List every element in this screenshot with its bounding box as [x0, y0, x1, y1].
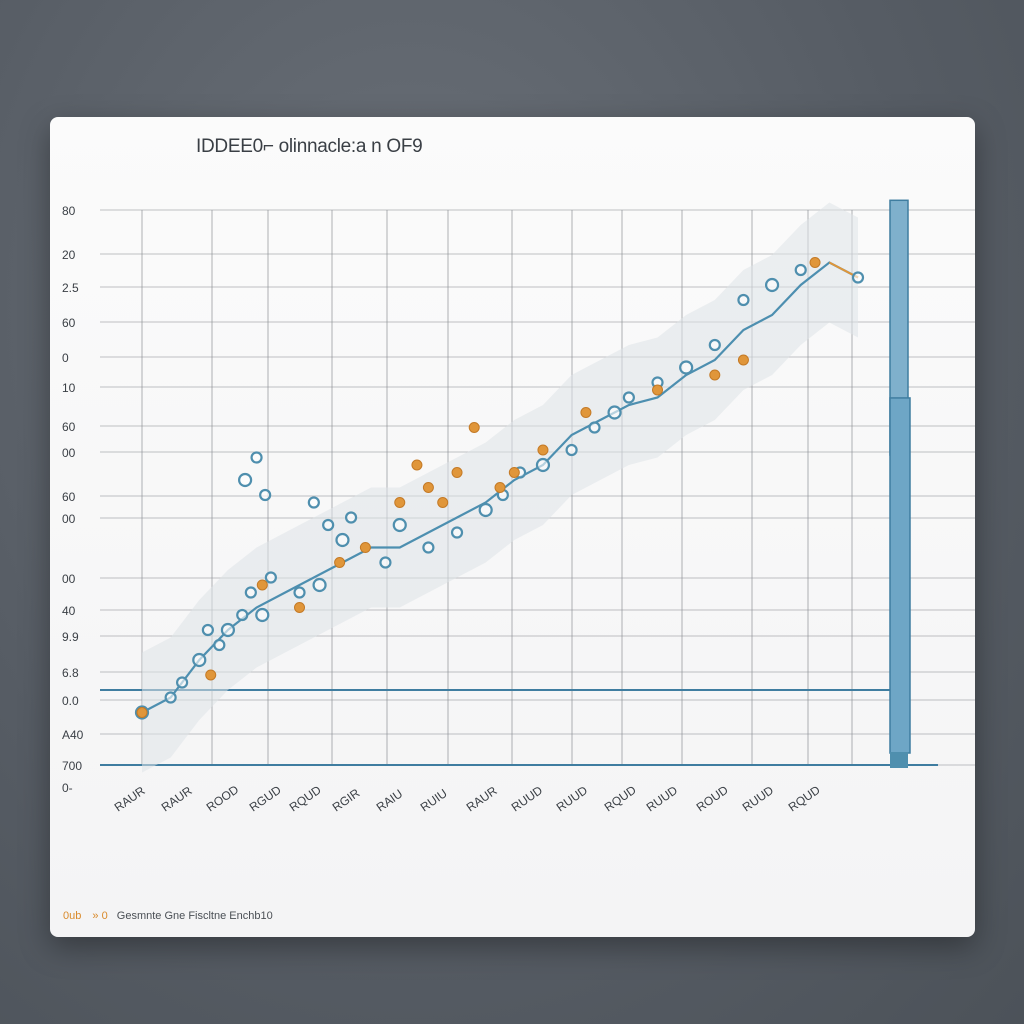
footer-caption: Gesmnte Gne Fiscltne Enchb10 [116, 910, 273, 922]
y-tick-label: 00 [62, 446, 76, 460]
y-tick-label: 0.0 [62, 694, 79, 708]
data-point-blue [238, 472, 253, 488]
x-tick-label: RUUD [644, 783, 681, 815]
x-tick-label: RAIU [374, 787, 406, 815]
data-point-blue [708, 338, 721, 352]
data-point-orange [334, 557, 346, 568]
data-point-orange [451, 467, 463, 478]
data-point-blue [307, 496, 320, 509]
data-point-blue [679, 360, 694, 375]
data-point-orange [494, 482, 506, 493]
data-point-orange [468, 422, 480, 433]
data-point-orange [411, 459, 423, 471]
data-point-blue [379, 556, 392, 569]
y-tick-label: A40 [62, 728, 84, 742]
y-tick-label: 700 [62, 759, 82, 773]
data-point-blue [794, 263, 807, 277]
data-point-blue [450, 526, 464, 539]
data-point-orange [709, 369, 721, 381]
data-point-orange [294, 602, 306, 613]
y-tick-label: 10 [62, 381, 76, 395]
x-tick-label: RUUD [554, 783, 591, 815]
data-point-orange [652, 384, 664, 396]
data-point-orange [205, 669, 217, 681]
x-tick-label: RQUD [602, 783, 639, 815]
chart-footer: 0ub » 0 Gesmnte Gne Fiscltne Enchb10 [63, 910, 273, 922]
y-tick-label: 9.9 [62, 630, 79, 644]
data-point-blue [213, 638, 226, 652]
data-point-orange [394, 497, 406, 508]
x-tick-label: RQUD [786, 783, 823, 815]
data-point-blue [344, 511, 358, 524]
data-point-blue [851, 271, 865, 284]
x-tick-label: RGUD [247, 783, 284, 815]
y-tick-label: 40 [62, 604, 76, 618]
data-point-orange [422, 482, 434, 493]
bar-lower-base [890, 752, 908, 768]
data-point-blue [607, 405, 622, 420]
data-point-orange [359, 542, 371, 553]
y-tick-label: 2.5 [62, 281, 79, 295]
y-tick-label: 6.8 [62, 666, 79, 680]
data-point-blue [201, 623, 214, 637]
y-tick-label: 00 [62, 512, 76, 526]
x-tick-label: ROOD [204, 782, 242, 814]
data-point-blue [422, 541, 435, 554]
y-tick-label: 20 [62, 248, 76, 262]
data-point-blue [588, 421, 601, 434]
data-point-blue [255, 607, 270, 623]
x-tick-label: RUUD [509, 783, 546, 815]
data-point-orange [136, 707, 148, 718]
y-tick-label: 0 [62, 351, 69, 365]
data-point-blue [236, 608, 249, 622]
data-point-blue [764, 277, 780, 293]
data-point-blue [164, 691, 177, 704]
legend-separator: » 0 [92, 910, 108, 922]
data-point-orange [437, 497, 449, 508]
data-point-blue [259, 488, 272, 502]
x-tick-label: RAUR [159, 783, 195, 814]
data-point-blue [737, 293, 750, 307]
data-point-blue [478, 502, 493, 518]
x-tick-label: RAUR [464, 783, 500, 814]
data-point-blue [392, 517, 407, 533]
data-point-blue [322, 518, 335, 532]
data-point-blue [535, 457, 551, 473]
data-point-blue [250, 451, 263, 464]
data-point-orange [256, 579, 268, 591]
x-tick-label: RAUR [112, 783, 148, 814]
data-point-blue [220, 622, 236, 638]
data-point-orange [508, 467, 520, 478]
data-point-blue [264, 571, 277, 584]
data-point-blue [335, 532, 350, 548]
data-point-blue [293, 586, 306, 599]
y-tick-label: 00 [62, 572, 76, 586]
x-tick-label: RGIR [330, 786, 363, 815]
x-tick-label: RUIU [418, 786, 450, 814]
data-point-blue [312, 577, 327, 593]
x-tick-label: RUUD [740, 783, 777, 815]
y-tick-label: 60 [62, 316, 76, 330]
data-point-orange [580, 407, 592, 418]
data-point-blue [622, 391, 635, 404]
data-point-orange [537, 444, 549, 456]
data-point-orange [809, 257, 821, 268]
data-point-orange [737, 354, 749, 366]
y-tick-label: 80 [62, 204, 76, 218]
x-tick-label: RQUD [287, 783, 324, 815]
data-point-blue [192, 652, 207, 668]
x-tick-label: ROUD [694, 783, 731, 815]
y-tick-label: 60 [62, 420, 76, 434]
y-tick-label: 60 [62, 490, 76, 504]
bar-lower [889, 397, 911, 754]
data-point-blue [565, 443, 578, 457]
x-origin-label: 0- [62, 781, 73, 795]
data-point-blue [175, 676, 189, 689]
chart-title: IDDEE0⌐ olinnacle:a n OF9 [196, 136, 423, 157]
data-point-blue [244, 586, 257, 599]
legend-swatch-label: 0ub [63, 910, 82, 922]
